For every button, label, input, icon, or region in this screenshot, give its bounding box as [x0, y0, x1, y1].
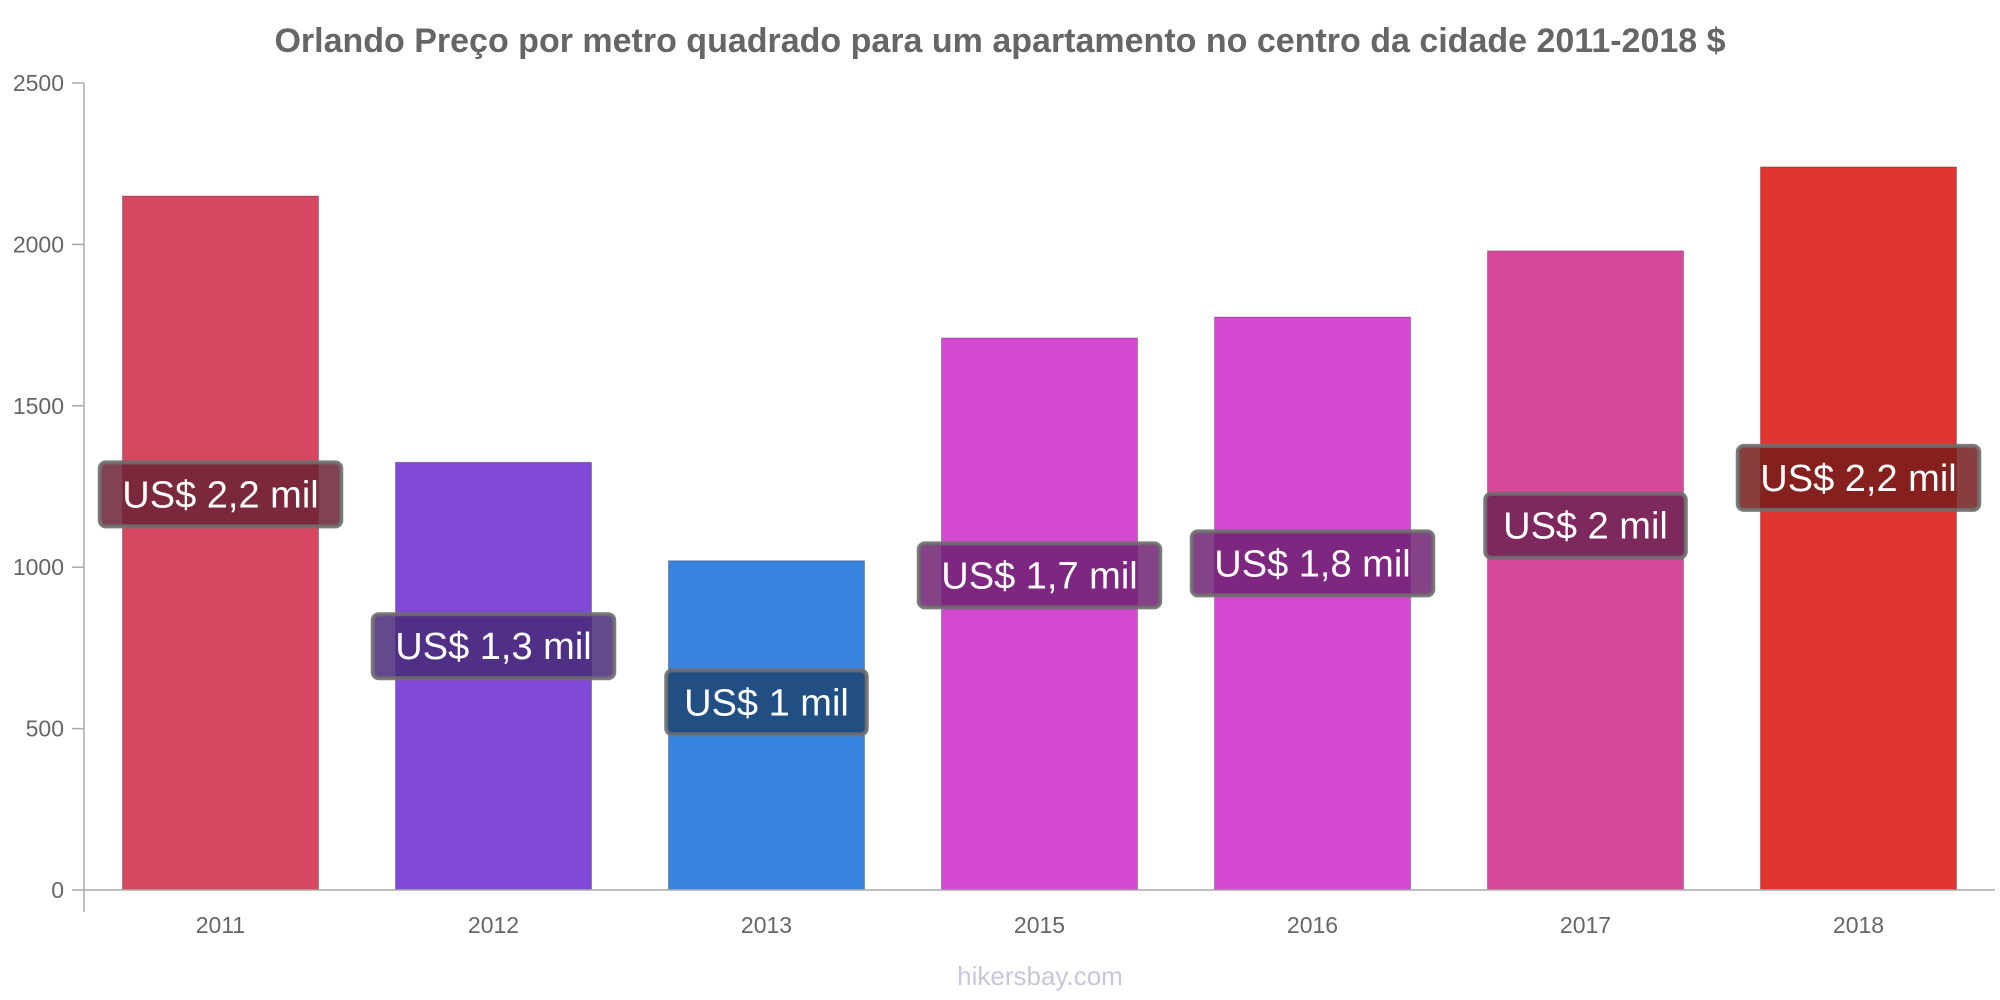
data-label-box — [370, 612, 617, 681]
y-tick-label: 500 — [26, 716, 64, 742]
data-label-2016: US$ 1,8 mil — [1189, 529, 1436, 598]
bar-2011 — [122, 195, 319, 891]
data-label-box — [916, 541, 1163, 610]
data-label-2013: US$ 1 mil — [664, 668, 869, 737]
data-label-box — [1189, 529, 1436, 598]
y-tick-label: 2000 — [13, 231, 64, 257]
data-label-text: US$ 1 mil — [684, 682, 849, 724]
x-tick-label: 2015 — [1014, 912, 1065, 938]
data-label-2017: US$ 2 mil — [1483, 491, 1688, 560]
y-tick-label: 0 — [51, 877, 64, 903]
bar-2018 — [1760, 166, 1957, 891]
data-label-text: US$ 2,2 mil — [122, 474, 318, 516]
data-label-text: US$ 1,8 mil — [1214, 543, 1410, 585]
x-tick-label: 2017 — [1560, 912, 1611, 938]
data-label-text: US$ 1,7 mil — [941, 555, 1137, 597]
bar-2015 — [941, 337, 1138, 891]
x-tick-label: 2012 — [468, 912, 519, 938]
x-tick-label: 2018 — [1833, 912, 1884, 938]
data-label-box — [1735, 443, 1982, 512]
x-tick-label: 2011 — [196, 912, 245, 938]
data-label-box — [97, 460, 344, 529]
data-label-2015: US$ 1,7 mil — [916, 541, 1163, 610]
y-tick-label: 1500 — [13, 393, 64, 419]
data-label-text: US$ 2,2 mil — [1760, 458, 1956, 500]
bar-2017 — [1487, 250, 1684, 891]
data-label-box — [1483, 491, 1688, 560]
watermark: hikersbay.com — [957, 961, 1123, 991]
data-label-2011: US$ 2,2 mil — [97, 460, 344, 529]
data-label-text: US$ 2 mil — [1503, 506, 1668, 548]
data-label-2018: US$ 2,2 mil — [1735, 443, 1982, 512]
x-tick-label: 2016 — [1287, 912, 1338, 938]
y-axis: 0 500 1000 1500 2000 2500 — [13, 70, 85, 912]
data-label-text: US$ 1,3 mil — [395, 626, 591, 668]
data-label-2012: US$ 1,3 mil — [370, 612, 617, 681]
data-labels: US$ 2,2 mil US$ 1,3 mil US$ 1 mil US$ 1,7 m… — [97, 443, 1982, 737]
x-tick-label: 2013 — [741, 912, 792, 938]
chart-title: Orlando Preço por metro quadrado para um… — [274, 22, 1725, 60]
bar-2016 — [1214, 316, 1411, 891]
data-label-box — [664, 668, 869, 737]
y-tick-label: 2500 — [13, 70, 64, 96]
x-axis: 2011 2012 2013 2015 2016 2017 2018 — [84, 889, 1995, 938]
y-tick-label: 1000 — [13, 554, 64, 580]
